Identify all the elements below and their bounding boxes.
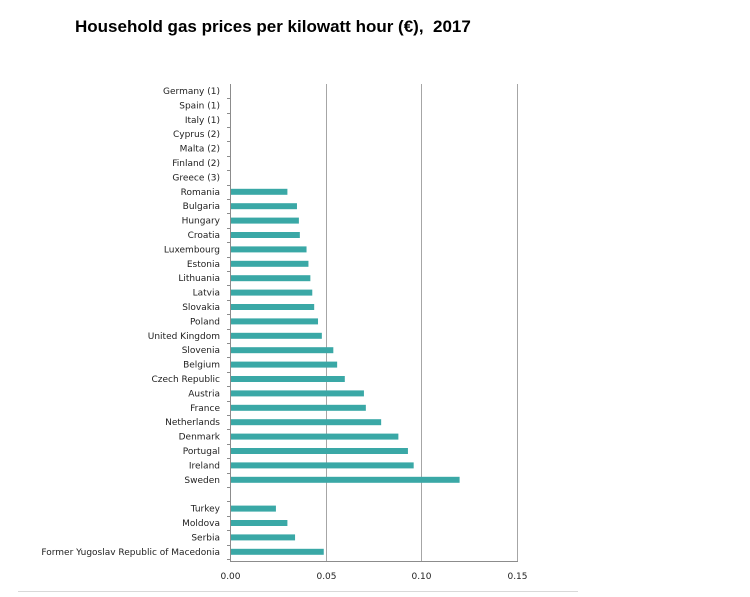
- category-label: Latvia: [193, 289, 220, 299]
- category-label: Serbia: [191, 533, 220, 543]
- category-label: Sweden: [184, 476, 220, 486]
- category-label: Hungary: [182, 217, 221, 227]
- category-label: Spain (1): [179, 101, 220, 111]
- category-label: Greece (3): [172, 173, 220, 183]
- bar: [231, 246, 307, 253]
- bar: [231, 332, 322, 339]
- bar: [231, 275, 311, 282]
- category-label: Ireland: [189, 461, 220, 471]
- category-label: Austria: [188, 389, 220, 399]
- bars: [231, 188, 460, 555]
- category-label: Romania: [181, 188, 220, 198]
- category-label: Turkey: [190, 505, 221, 515]
- bar: [231, 520, 288, 526]
- bar: [231, 361, 338, 368]
- category-label: United Kingdom: [148, 332, 220, 342]
- category-label: Slovenia: [182, 346, 220, 356]
- x-tick-labels: 0.00 0.05 0.10 0.15: [220, 572, 527, 582]
- bar: [231, 304, 315, 310]
- category-label: Italy (1): [185, 116, 220, 126]
- bar: [231, 217, 299, 224]
- category-label: Luxembourg: [164, 245, 220, 255]
- category-label: Poland: [190, 317, 220, 327]
- bar: [231, 232, 300, 238]
- category-label: Czech Republic: [151, 375, 220, 385]
- bar: [231, 548, 324, 555]
- category-label: Slovakia: [182, 303, 220, 313]
- gridlines: [326, 84, 518, 561]
- axes: [227, 84, 518, 562]
- bar: [231, 505, 276, 512]
- category-label: Denmark: [179, 433, 221, 443]
- category-labels: Germany (1) Spain (1) Italy (1) Cyprus (2) M…: [41, 87, 220, 558]
- bar: [231, 476, 460, 483]
- bar: [231, 433, 399, 440]
- x-tick-label: 0.15: [507, 572, 527, 582]
- category-label: Estonia: [187, 260, 220, 270]
- category-label: Former Yugoslav Republic of Macedonia: [41, 548, 220, 558]
- bar: [231, 404, 366, 411]
- category-label: Bulgaria: [183, 202, 220, 212]
- bar: [231, 376, 345, 382]
- chart-title: Household gas prices per kilowatt hour (…: [75, 17, 471, 36]
- category-label: Belgium: [183, 361, 220, 371]
- bar: [231, 390, 364, 397]
- bar: [231, 347, 334, 354]
- bar: [231, 534, 296, 541]
- bar: [231, 462, 414, 469]
- bar: [231, 318, 319, 325]
- x-tick-label: 0.05: [316, 572, 336, 582]
- category-label: Lithuania: [178, 274, 220, 284]
- category-label: Finland (2): [172, 159, 220, 169]
- bar: [231, 188, 288, 195]
- category-label: Cyprus (2): [173, 130, 220, 140]
- bar: [231, 289, 313, 296]
- bar: [231, 203, 297, 210]
- x-tick-label: 0.00: [220, 572, 240, 582]
- category-label: Malta (2): [180, 145, 220, 155]
- x-tick-label: 0.10: [411, 572, 431, 582]
- category-label: France: [190, 404, 220, 414]
- category-label: Croatia: [188, 231, 220, 241]
- category-label: Netherlands: [165, 418, 220, 428]
- category-label: Moldova: [182, 519, 220, 529]
- footer-divider: [18, 591, 578, 592]
- bar: [231, 260, 309, 267]
- bar: [231, 419, 382, 426]
- category-label: Germany (1): [163, 87, 220, 97]
- category-label: Portugal: [183, 447, 220, 457]
- bar: [231, 448, 408, 454]
